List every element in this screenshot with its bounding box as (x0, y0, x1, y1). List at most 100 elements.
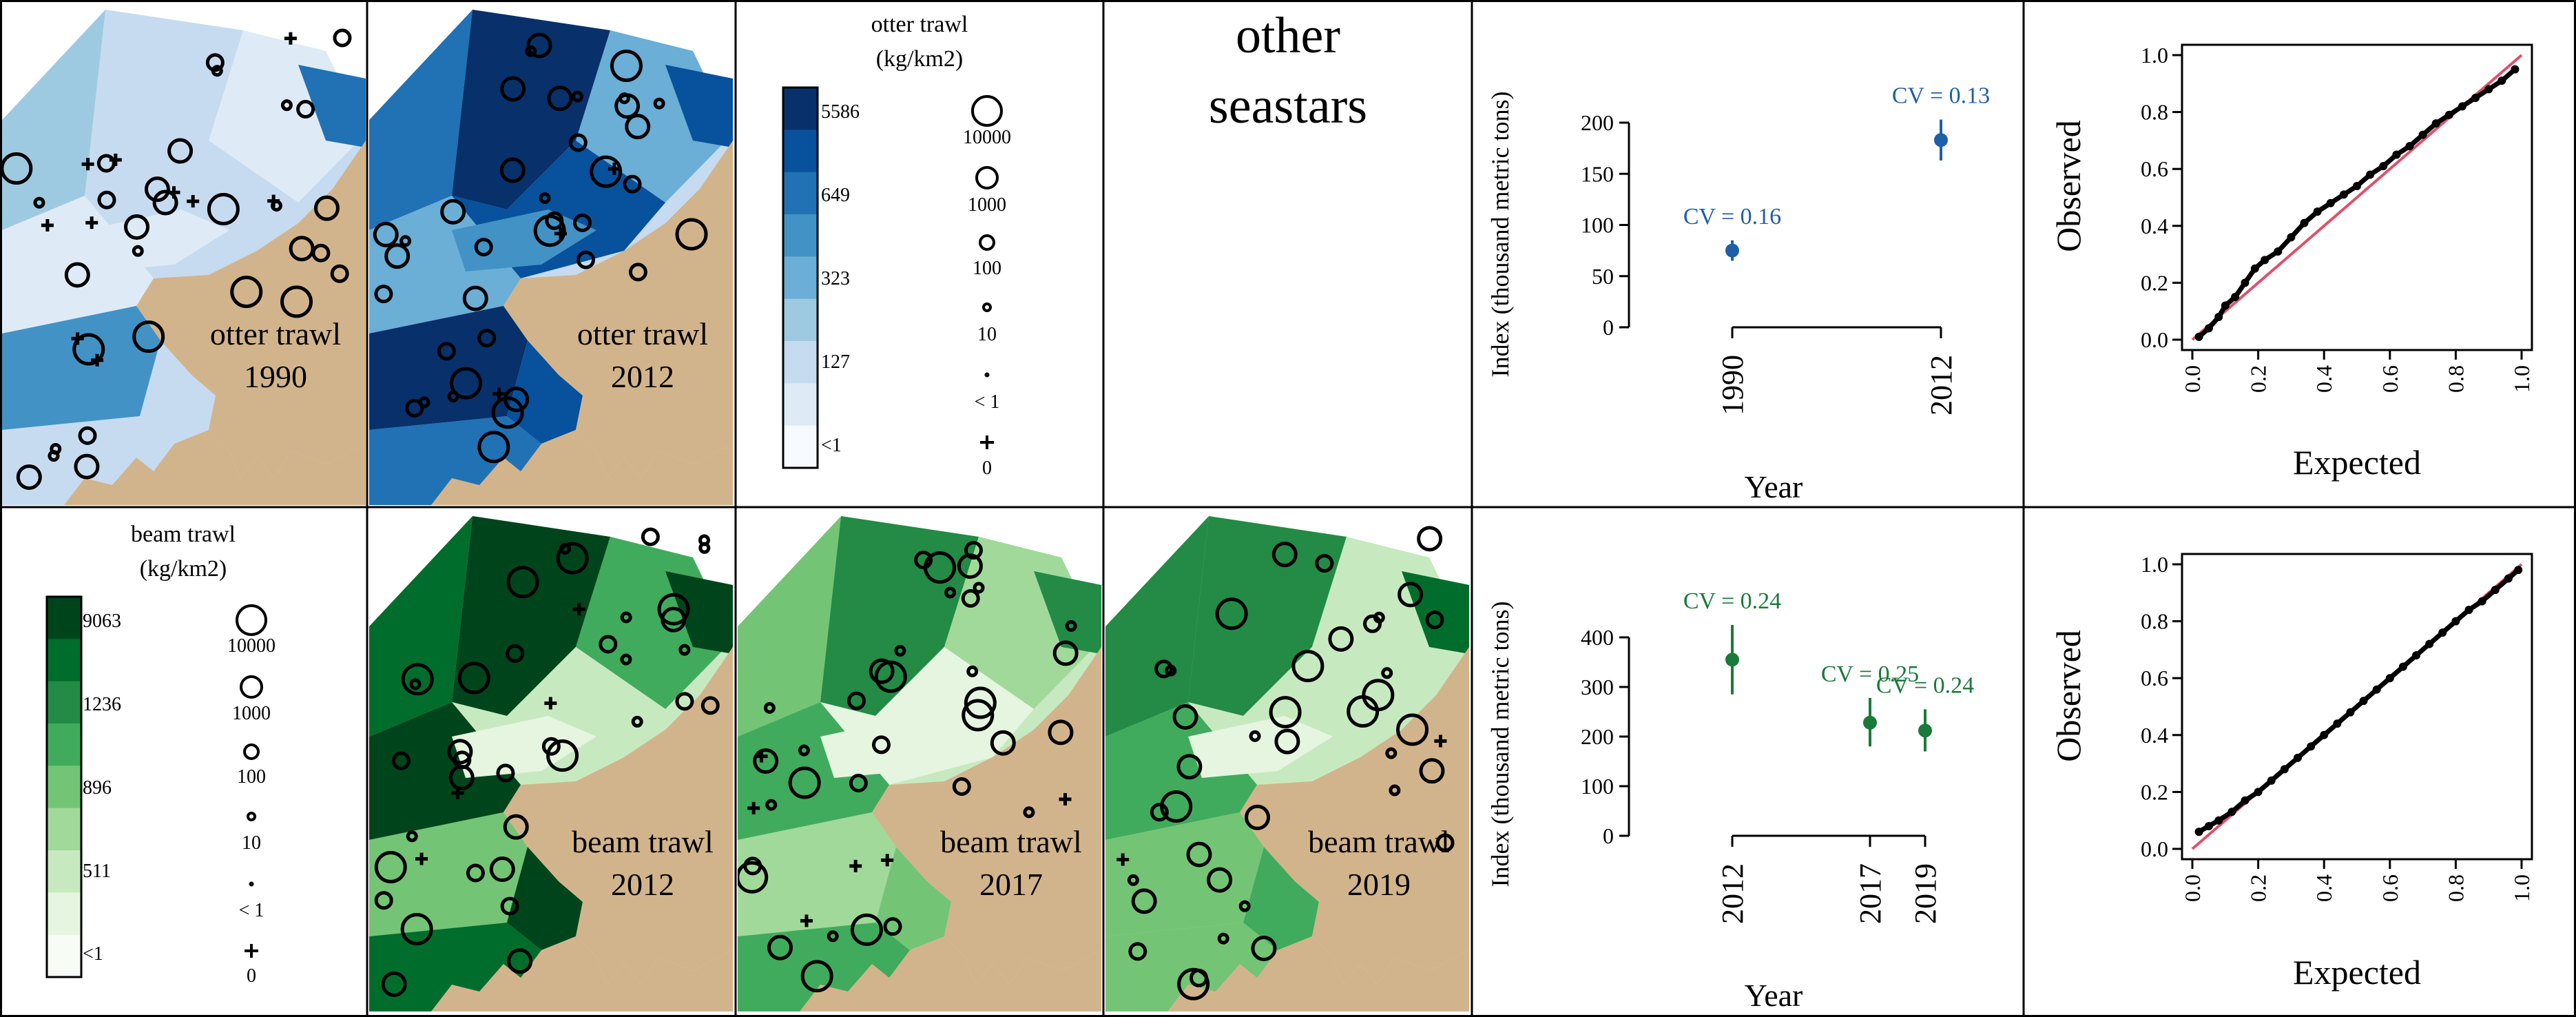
land (1240, 647, 1469, 1011)
cv-label: CV = 0.24 (1876, 672, 1974, 698)
density-zone (738, 516, 841, 737)
legend-title: beam trawl (131, 522, 236, 547)
y-tick-label: 0.2 (2141, 779, 2168, 804)
station-circle (401, 663, 434, 696)
beam-legend: beam trawl (kg/km2) 9063 1236 896 511 <1… (45, 522, 276, 987)
station-circle (48, 450, 60, 462)
x-tick-label: 2012 (1924, 355, 1958, 415)
x-tick-label: 0.4 (2312, 365, 2336, 393)
station-circle (545, 211, 564, 230)
station-circle (447, 390, 459, 402)
station-circle (447, 739, 473, 765)
map-label-year: 2012 (611, 359, 674, 394)
station-circle (1417, 526, 1443, 552)
station-circle (767, 934, 793, 960)
y-tick-label: 0.4 (2141, 214, 2168, 238)
legend-color-label: <1 (821, 435, 842, 456)
map-label-year: 2017 (979, 867, 1043, 902)
density-zone (298, 65, 366, 147)
station-circle (449, 367, 482, 400)
legend-color-label: 649 (821, 185, 850, 206)
plus-icon (544, 697, 557, 710)
x-tick-label: 0.0 (2180, 874, 2205, 902)
density-zone (2, 306, 160, 430)
y-tick-label: 0.2 (2141, 270, 2168, 295)
plus-icon (1434, 734, 1447, 748)
x-tick-label: 2012 (1716, 863, 1749, 924)
species-title: seastars (1209, 78, 1367, 134)
legend-color-frame (782, 86, 819, 469)
land (800, 936, 1101, 1011)
y-tick-label: 0 (1603, 823, 1614, 848)
density-zone (820, 516, 979, 716)
y-tick-label: 0.8 (2141, 100, 2168, 125)
station-circle (1128, 942, 1147, 961)
station-circle (944, 586, 957, 599)
plus-icon (415, 852, 428, 865)
legend-size-label: 1000 (968, 194, 1006, 216)
map-label-gear: otter trawl (210, 316, 341, 351)
density-zone (738, 812, 896, 936)
size-symbol-10000 (236, 604, 267, 636)
outside-area (369, 3, 472, 120)
outside-area (1061, 509, 1101, 557)
y-tick-label: 200 (1581, 110, 1614, 135)
density-zone (85, 10, 243, 209)
legend-size-label: 10000 (963, 127, 1011, 148)
legend-color-step (783, 172, 818, 215)
land (1167, 936, 1469, 1011)
station-circle (1215, 597, 1248, 630)
legend-size-label: 0 (247, 965, 256, 987)
x-tick-label: 2019 (1909, 863, 1942, 924)
map-beam-2017 (738, 509, 1101, 1011)
station-circle (230, 276, 263, 309)
station-circle (374, 851, 407, 884)
station-circle (16, 464, 42, 490)
size-symbol-1000 (975, 166, 999, 189)
plus-icon (881, 854, 894, 867)
station-circle (625, 114, 651, 140)
station-circle (526, 32, 552, 59)
station-circle (1023, 806, 1035, 819)
land (503, 141, 733, 505)
y-tick-label: 100 (1581, 774, 1614, 799)
station-circle (311, 243, 331, 263)
y-tick-label: 400 (1581, 625, 1614, 650)
map-beam-2019 (1105, 509, 1469, 1011)
station-circle (765, 799, 778, 811)
plus-icon (747, 801, 760, 814)
y-tick-label: 0.4 (2141, 723, 2168, 748)
station-circle (374, 891, 393, 910)
outside-area (693, 3, 733, 51)
otter-legend: otter trawl (kg/km2) 5586 649 323 127 <1… (782, 12, 1011, 479)
station-circle (1177, 967, 1210, 1000)
density-zone (369, 812, 528, 936)
station-circle (1186, 841, 1212, 867)
x-tick-label: 0.6 (2378, 874, 2402, 902)
legend-color-bar (782, 86, 819, 469)
plus-icon (41, 219, 54, 232)
station-circle (961, 588, 980, 608)
map-otter-2012 (369, 3, 733, 505)
axis-title-y: Observed (2049, 120, 2088, 252)
axis-title-x: Expected (2293, 443, 2421, 482)
plus-icon (980, 435, 994, 449)
station-circle (1328, 626, 1354, 652)
plus-icon (849, 859, 862, 872)
cv-label: CV = 0.16 (1683, 204, 1781, 229)
y-tick-label: 1.0 (2141, 552, 2168, 577)
axis-title-x: Expected (2293, 953, 2421, 992)
axis-title-y: Observed (2049, 630, 2088, 762)
map-beam-2012 (369, 509, 733, 1011)
station-circle (675, 692, 694, 711)
legend-title: otter trawl (871, 12, 968, 37)
density-zone (452, 716, 596, 778)
y-tick-label: 200 (1581, 724, 1614, 749)
station-circle (400, 913, 433, 946)
y-tick-label: 50 (1592, 264, 1614, 289)
station-circle (698, 534, 710, 546)
x-tick-label: 0.6 (2378, 365, 2402, 393)
outside-area (1429, 509, 1469, 557)
x-tick-label: 1.0 (2509, 874, 2534, 902)
map-label-year: 2012 (611, 867, 674, 902)
